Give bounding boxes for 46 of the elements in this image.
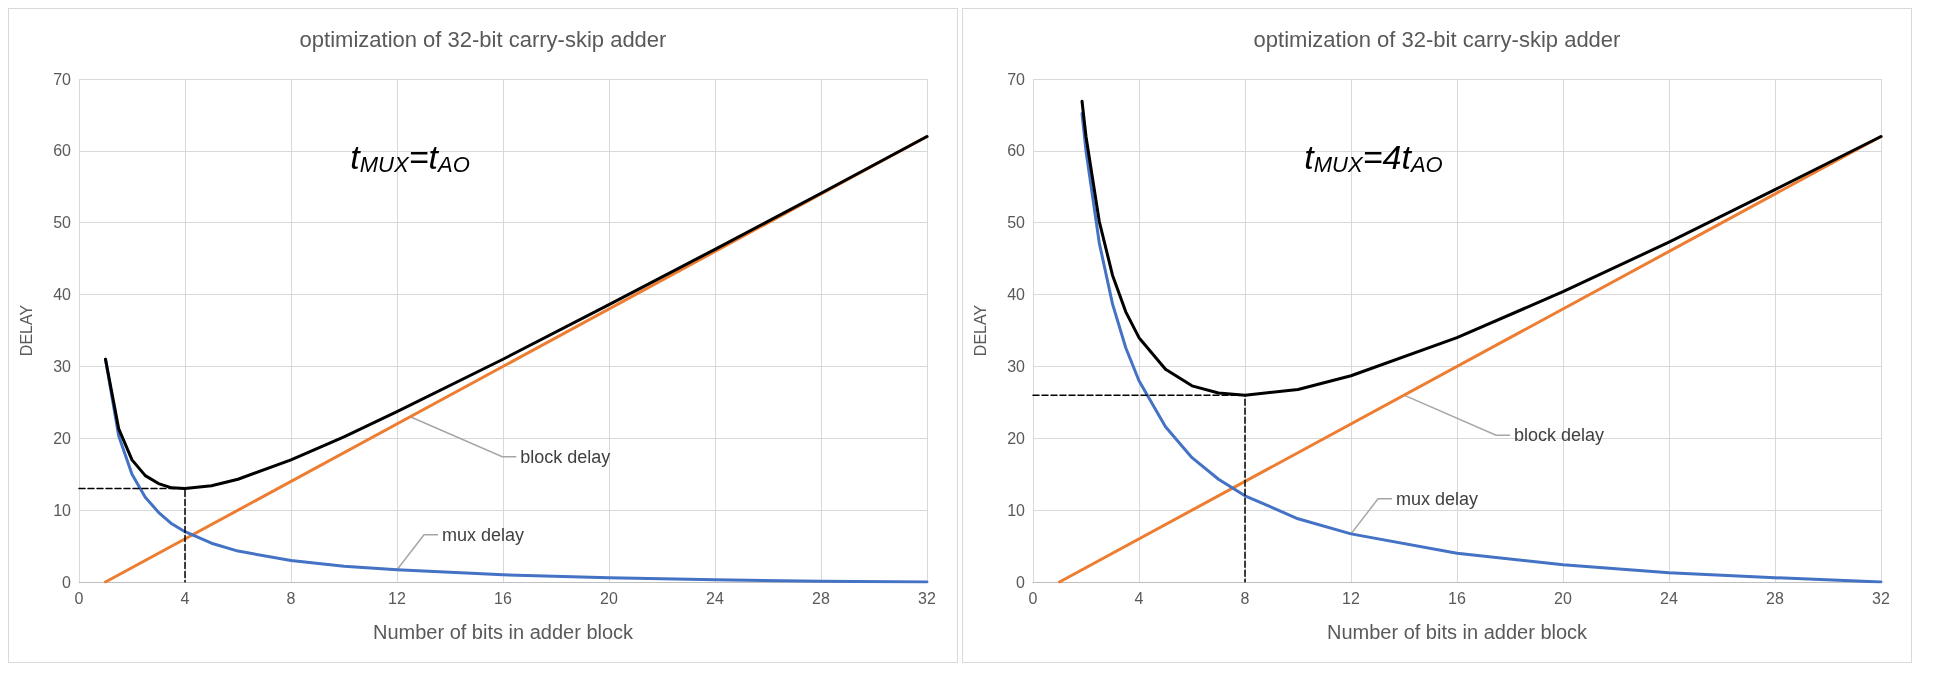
- y-tick-label: 40: [1007, 286, 1026, 304]
- x-tick-label: 24: [706, 589, 724, 607]
- chart-title: optimization of 32-bit carry-skip adder: [299, 26, 667, 52]
- x-tick-label: 20: [600, 589, 618, 607]
- x-tick-label: 8: [286, 589, 296, 607]
- y-tick-label: 0: [62, 573, 72, 591]
- y-tick-label: 20: [1007, 429, 1026, 447]
- x-axis-title: Number of bits in adder block: [1326, 621, 1589, 643]
- x-tick-label: 20: [1554, 589, 1572, 607]
- x-tick-label: 4: [180, 589, 190, 607]
- annotation: tMUX=4tAO: [1304, 138, 1443, 177]
- x-tick-label: 28: [812, 589, 830, 607]
- y-tick-label: 50: [1007, 214, 1026, 232]
- x-tick-label: 12: [388, 589, 406, 607]
- y-tick-label: 10: [53, 501, 72, 519]
- x-tick-label: 24: [1660, 589, 1678, 607]
- annotation: mux delay: [1396, 488, 1479, 509]
- annotation: tMUX=tAO: [350, 138, 470, 177]
- y-axis-title: DELAY: [971, 304, 989, 357]
- y-tick-label: 60: [53, 142, 72, 160]
- x-tick-label: 4: [1134, 589, 1144, 607]
- x-axis-title: Number of bits in adder block: [372, 621, 635, 643]
- x-tick-label: 12: [1342, 589, 1360, 607]
- y-tick-label: 30: [1007, 357, 1026, 375]
- y-tick-label: 60: [1007, 142, 1026, 160]
- annotation: mux delay: [442, 524, 525, 545]
- y-tick-label: 20: [53, 429, 72, 447]
- x-tick-label: 32: [1872, 589, 1890, 607]
- x-tick-label: 0: [1028, 589, 1038, 607]
- x-tick-label: 16: [494, 589, 512, 607]
- y-tick-label: 10: [1007, 501, 1026, 519]
- x-tick-label: 0: [74, 589, 84, 607]
- y-axis-title: DELAY: [17, 304, 35, 357]
- y-tick-label: 70: [1007, 70, 1026, 88]
- y-tick-label: 0: [1016, 573, 1026, 591]
- chart-title: optimization of 32-bit carry-skip adder: [1253, 26, 1621, 52]
- y-tick-label: 30: [53, 357, 72, 375]
- x-tick-label: 32: [918, 589, 936, 607]
- annotation: block delay: [520, 446, 611, 467]
- y-tick-label: 50: [53, 214, 72, 232]
- y-tick-label: 70: [53, 70, 72, 88]
- x-tick-label: 8: [1240, 589, 1250, 607]
- x-tick-label: 28: [1766, 589, 1784, 607]
- y-tick-label: 40: [53, 286, 72, 304]
- annotation: block delay: [1514, 425, 1605, 446]
- x-tick-label: 16: [1448, 589, 1466, 607]
